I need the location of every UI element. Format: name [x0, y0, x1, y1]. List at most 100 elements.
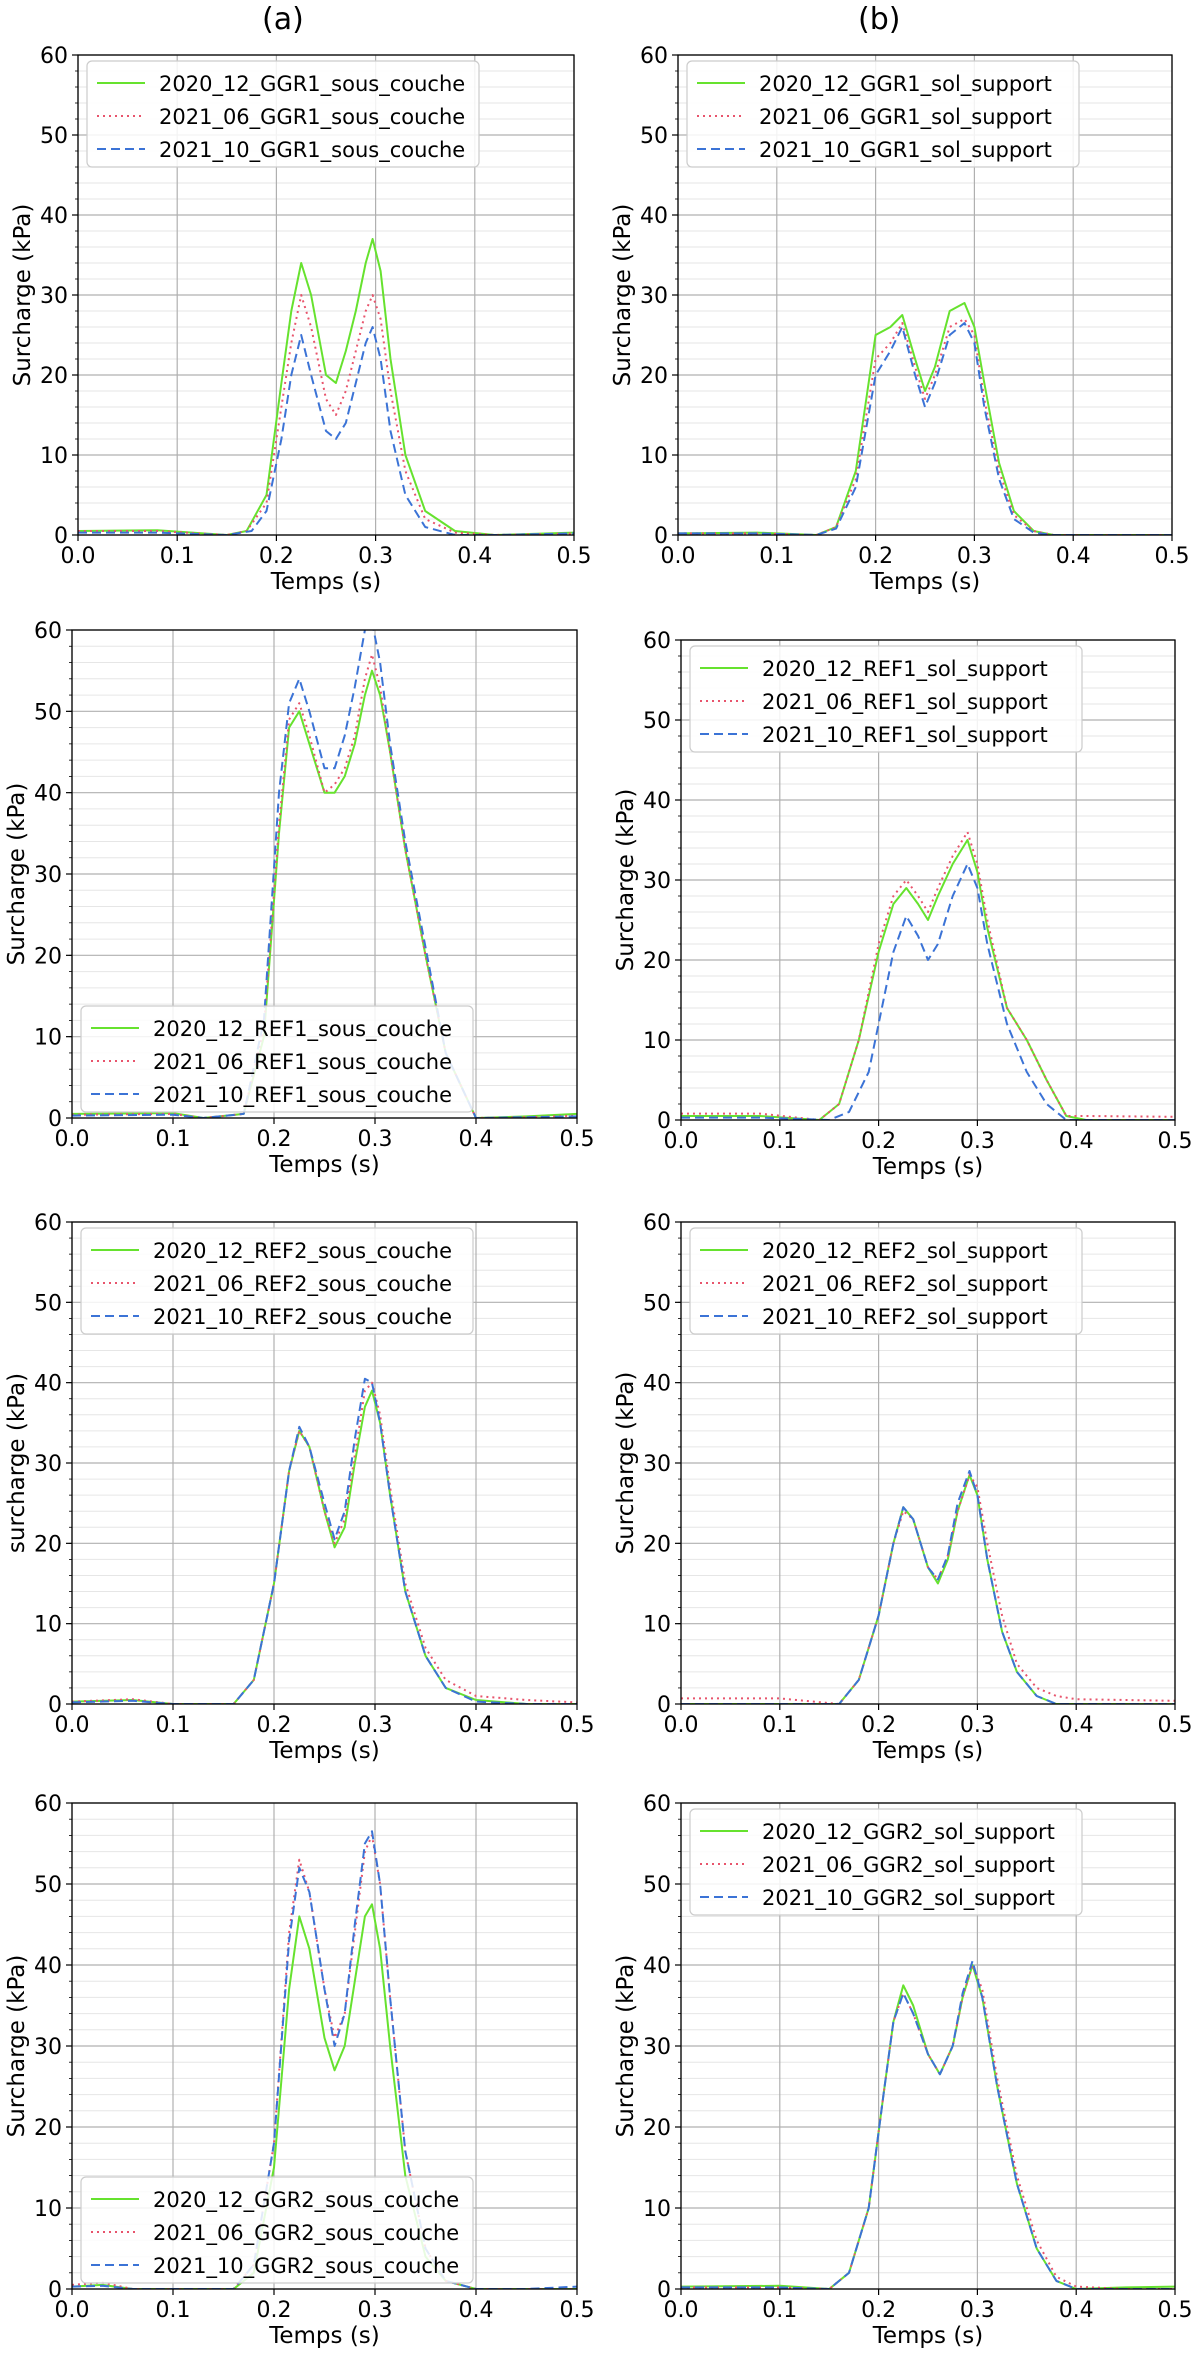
y-tick-label: 0 — [657, 1693, 671, 1718]
y-tick-label: 20 — [34, 1532, 62, 1557]
x-tick-label: 0.3 — [957, 544, 992, 569]
y-tick-label: 10 — [40, 444, 68, 469]
y-tick-label: 40 — [643, 1954, 671, 1979]
legend-label: 2020_12_GGR2_sol_support — [762, 1820, 1055, 1845]
x-axis-label: Temps (s) — [872, 1738, 984, 1764]
y-tick-label: 10 — [34, 1613, 62, 1638]
series-line-3 — [681, 1960, 1175, 2289]
chart-panel-8: 0 10 20 30 40 50 60 0.0 0.1 0.2 0.3 0.4 0.5 Temps (s)… — [613, 1792, 1193, 2349]
x-tick-label: 0.3 — [960, 1129, 995, 1154]
y-tick-label: 50 — [640, 124, 668, 149]
legend-label: 2021_06_GGR1_sous_couche — [159, 105, 465, 130]
x-tick-label: 0.2 — [257, 1127, 292, 1152]
chart-panel-6: 0 10 20 30 40 50 60 0.0 0.1 0.2 0.3 0.4 0.5 Temps (s)… — [613, 1211, 1193, 1764]
legend-label: 2021_10_REF2_sous_couche — [153, 1305, 452, 1330]
series-line-2 — [681, 1474, 1175, 1704]
x-tick-label: 0.2 — [257, 1713, 292, 1738]
y-tick-label: 40 — [34, 782, 62, 807]
series-line-2 — [72, 653, 577, 1118]
x-tick-label: 0.1 — [762, 1129, 797, 1154]
legend-box — [80, 2176, 474, 2284]
y-tick-label: 0 — [48, 1107, 62, 1132]
legend-label: 2020_12_GGR1_sol_support — [759, 72, 1052, 97]
x-tick-label: 0.0 — [661, 544, 696, 569]
series-line-3 — [72, 1377, 577, 1704]
y-tick-label: 40 — [40, 204, 68, 229]
column-title-a: (a) — [262, 2, 304, 37]
y-tick-label: 30 — [640, 284, 668, 309]
x-tick-label: 0.1 — [160, 544, 195, 569]
y-tick-label: 10 — [34, 2197, 62, 2222]
y-tick-label: 0 — [48, 1693, 62, 1718]
series-line-3 — [78, 326, 574, 535]
y-tick-label: 40 — [643, 1372, 671, 1397]
y-tick-label: 10 — [643, 1613, 671, 1638]
legend-label: 2021_06_REF1_sol_support — [762, 690, 1048, 715]
x-tick-label: 0.2 — [259, 544, 294, 569]
legend-label: 2021_10_REF1_sol_support — [762, 723, 1048, 748]
x-tick-label: 0.3 — [358, 1127, 393, 1152]
legend-label: 2020_12_GGR2_sous_couche — [153, 2188, 459, 2213]
y-tick-label: 0 — [657, 2278, 671, 2303]
x-tick-label: 0.5 — [1158, 1713, 1193, 1738]
y-tick-label: 30 — [34, 863, 62, 888]
legend-label: 2021_10_GGR2_sol_support — [762, 1886, 1055, 1911]
y-tick-label: 60 — [643, 1792, 671, 1817]
x-tick-label: 0.1 — [759, 544, 794, 569]
x-tick-label: 0.4 — [1059, 1129, 1094, 1154]
x-axis-label: Temps (s) — [872, 1154, 984, 1180]
legend: 2020_12_GGR1_sous_couche 2021_06_GGR1_sou… — [86, 60, 480, 168]
legend-label: 2020_12_GGR1_sous_couche — [159, 72, 465, 97]
x-tick-label: 0.1 — [762, 2298, 797, 2323]
y-tick-label: 30 — [643, 1452, 671, 1477]
y-tick-label: 30 — [40, 284, 68, 309]
legend-box — [686, 60, 1080, 168]
x-tick-label: 0.4 — [459, 1127, 494, 1152]
y-tick-label: 20 — [643, 1532, 671, 1557]
series-line-1 — [681, 839, 1175, 1120]
x-tick-label: 0.0 — [664, 1713, 699, 1738]
y-tick-label: 50 — [643, 709, 671, 734]
x-tick-label: 0.2 — [858, 544, 893, 569]
y-tick-label: 20 — [40, 364, 68, 389]
y-tick-label: 20 — [640, 364, 668, 389]
legend-box — [86, 60, 480, 168]
legend: 2020_12_GGR2_sous_couche 2021_06_GGR2_sou… — [80, 2176, 474, 2284]
y-tick-label: 0 — [654, 524, 668, 549]
y-tick-label: 60 — [643, 1211, 671, 1236]
legend-label: 2021_10_GGR2_sous_couche — [153, 2254, 459, 2279]
legend: 2020_12_REF2_sol_support 2021_06_REF2_sol… — [689, 1227, 1083, 1335]
legend-label: 2021_06_REF2_sol_support — [762, 1272, 1048, 1297]
y-axis-label: Surcharge (kPa) — [613, 1372, 639, 1555]
series-line-1 — [72, 1389, 577, 1704]
series-line-2 — [72, 1834, 577, 2289]
y-tick-label: 60 — [34, 619, 62, 644]
legend: 2020_12_REF2_sous_couche 2021_06_REF2_sou… — [80, 1227, 474, 1335]
x-tick-label: 0.3 — [358, 544, 393, 569]
x-tick-label: 0.4 — [459, 2298, 494, 2323]
chart-panel-7: 0 10 20 30 40 50 60 0.0 0.1 0.2 0.3 0.4 0.5 Temps (s)… — [4, 1792, 595, 2349]
legend-label: 2021_06_REF1_sous_couche — [153, 1050, 452, 1075]
legend: 2020_12_GGR1_sol_support 2021_06_GGR1_sol… — [686, 60, 1080, 168]
y-tick-label: 60 — [34, 1211, 62, 1236]
y-tick-label: 50 — [40, 124, 68, 149]
legend-box — [689, 1227, 1083, 1335]
series-line-3 — [678, 322, 1172, 535]
series-line-2 — [678, 318, 1172, 535]
x-tick-label: 0.1 — [762, 1713, 797, 1738]
series-line-1 — [681, 1474, 1175, 1704]
y-tick-label: 30 — [34, 1452, 62, 1477]
x-axis-label: Temps (s) — [270, 569, 382, 595]
legend-box — [80, 1227, 474, 1335]
y-tick-label: 40 — [34, 1954, 62, 1979]
y-tick-label: 50 — [34, 1291, 62, 1316]
x-tick-label: 0.0 — [55, 1713, 90, 1738]
chart-panel-2: 0 10 20 30 40 50 60 0.0 0.1 0.2 0.3 0.4 0.5 Temps (s)… — [610, 44, 1190, 595]
series-line-3 — [681, 1470, 1175, 1704]
y-tick-label: 40 — [643, 789, 671, 814]
legend-box — [689, 645, 1083, 753]
y-tick-label: 20 — [34, 944, 62, 969]
y-tick-label: 30 — [643, 869, 671, 894]
legend-box — [80, 1005, 474, 1113]
